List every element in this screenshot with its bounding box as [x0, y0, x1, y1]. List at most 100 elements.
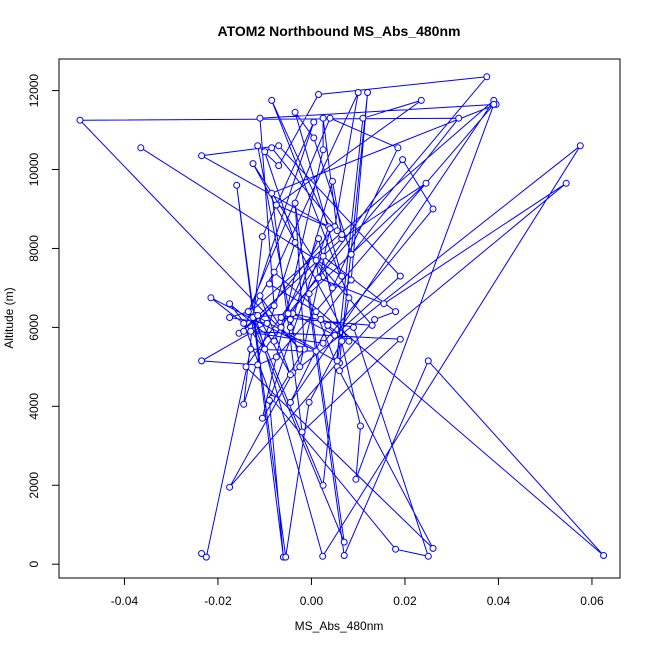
x-tick-label: -0.02	[204, 594, 232, 608]
data-point	[256, 114, 264, 122]
data-point	[354, 89, 362, 96]
data-point	[319, 481, 327, 489]
data-point	[312, 256, 320, 264]
data-point	[371, 316, 379, 323]
data-point	[270, 337, 278, 345]
data-point	[319, 552, 327, 560]
data-point	[226, 314, 234, 321]
data-point	[291, 199, 299, 207]
data-point	[319, 114, 327, 122]
data-point	[324, 321, 332, 329]
data-point	[207, 294, 215, 302]
data-point	[256, 292, 264, 300]
y-tick-label: 4000	[27, 393, 41, 420]
data-point	[202, 553, 210, 561]
x-axis: -0.04 -0.02 0.00 0.02 0.04 0.06	[111, 577, 604, 608]
y-axis-label: Altitude (m)	[2, 287, 16, 348]
data-point	[312, 308, 320, 316]
data-point	[263, 319, 271, 327]
data-point	[345, 337, 353, 345]
data-point	[310, 134, 318, 142]
data-point	[392, 545, 400, 553]
data-point	[347, 276, 355, 284]
data-point	[333, 357, 341, 365]
data-point	[429, 544, 437, 552]
data-point	[286, 316, 294, 323]
data-point	[296, 363, 304, 371]
data-point	[284, 310, 292, 318]
x-tick-label: 0.02	[393, 594, 417, 608]
data-point	[272, 201, 280, 209]
data-point	[233, 181, 241, 189]
data-point	[275, 162, 283, 170]
data-point	[275, 142, 283, 150]
data-point	[198, 152, 206, 160]
data-point	[247, 327, 255, 335]
y-tick-label: 12000	[27, 74, 41, 108]
data-point	[315, 274, 322, 282]
data-point	[347, 250, 355, 258]
data-point	[268, 189, 276, 197]
series-line	[78, 76, 604, 558]
data-point	[296, 345, 304, 353]
data-point	[315, 91, 322, 98]
data-point	[455, 114, 463, 122]
data-point	[198, 357, 206, 365]
data-point	[265, 280, 273, 288]
data-point	[247, 345, 255, 353]
data-point	[340, 538, 348, 546]
data-point	[338, 272, 346, 280]
data-point	[392, 308, 400, 316]
data-point	[254, 142, 262, 150]
chart-title: ATOM2 Northbound MS_Abs_480nm	[218, 23, 461, 39]
data-point	[329, 284, 336, 292]
y-tick-label: 10000	[27, 153, 41, 187]
data-point	[226, 483, 234, 491]
data-point	[249, 160, 257, 168]
data-point	[312, 347, 320, 355]
data-point	[291, 108, 299, 116]
data-point	[352, 475, 360, 483]
data-point	[331, 331, 339, 339]
plot-area-frame	[58, 58, 621, 579]
data-point	[272, 353, 280, 361]
x-tick-label: 0.04	[487, 594, 511, 608]
data-point	[226, 300, 234, 308]
data-point	[326, 114, 334, 122]
y-tick-label: 2000	[27, 472, 41, 499]
data-point	[336, 367, 343, 375]
data-point	[244, 308, 252, 316]
data-point	[291, 239, 299, 246]
data-point	[198, 550, 206, 557]
y-tick-label: 8000	[27, 235, 41, 262]
data-point	[338, 337, 346, 345]
data-point	[319, 146, 327, 154]
data-point	[282, 553, 290, 561]
data-point	[286, 323, 294, 331]
data-point	[364, 89, 372, 96]
data-point	[240, 327, 248, 335]
data-point	[137, 144, 145, 152]
data-point	[333, 227, 341, 235]
data-point	[277, 323, 285, 331]
data-point	[600, 552, 608, 559]
data-point	[268, 144, 276, 152]
data-point	[357, 422, 364, 430]
data-point	[417, 96, 425, 104]
data-point	[350, 323, 357, 331]
data-point	[270, 302, 278, 310]
data-point	[298, 428, 306, 436]
data-point	[261, 345, 269, 353]
data-point	[340, 552, 348, 559]
data-point	[317, 316, 325, 323]
data-point	[338, 231, 346, 239]
data-point	[305, 398, 313, 406]
data-point	[319, 339, 327, 347]
data-point	[576, 142, 584, 150]
x-tick-label: 0.06	[580, 594, 604, 608]
data-point	[254, 361, 262, 369]
data-point	[359, 114, 367, 122]
y-tick-label: 6000	[27, 314, 41, 341]
data-point	[265, 396, 273, 404]
